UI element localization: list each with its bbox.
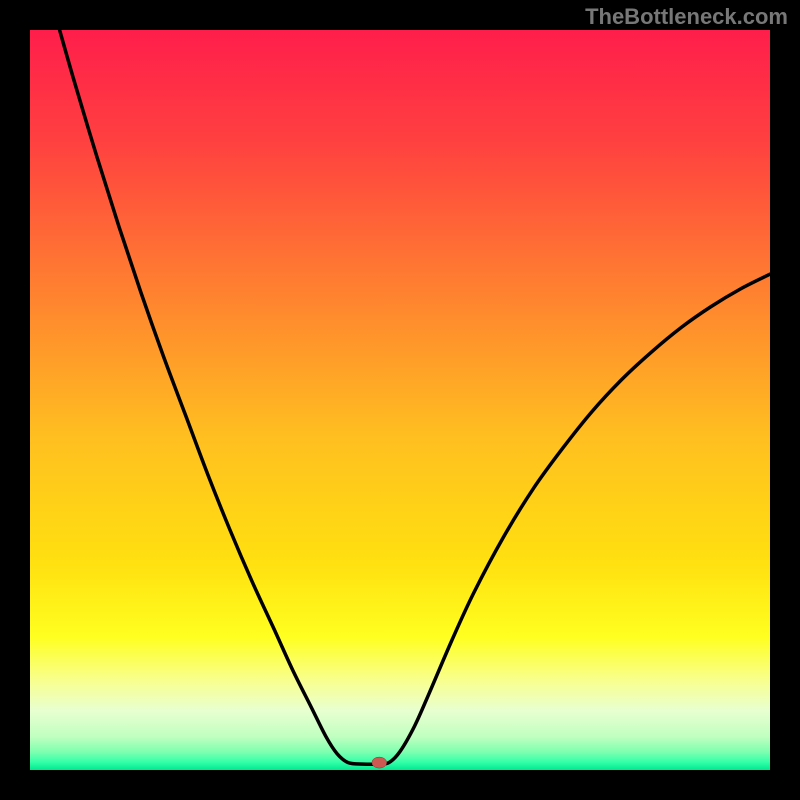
chart-container: TheBottleneck.com: [0, 0, 800, 800]
watermark-text: TheBottleneck.com: [585, 4, 788, 30]
curve-overlay: [0, 0, 800, 800]
bottleneck-marker: [372, 757, 387, 768]
bottleneck-curve: [60, 30, 770, 764]
